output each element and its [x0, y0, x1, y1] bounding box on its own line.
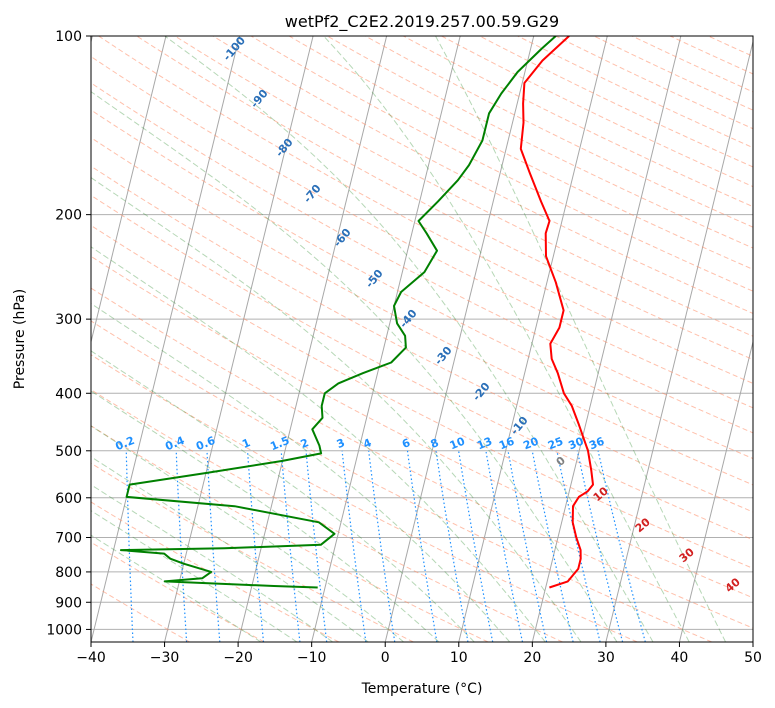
mixing-ratio-label: 8	[429, 436, 441, 451]
x-tick-label: 40	[671, 650, 689, 666]
dry-adiabat	[288, 36, 753, 270]
mixing-ratio-label: 25	[546, 435, 565, 453]
moist-adiabat	[91, 390, 440, 642]
dry-adiabat	[91, 501, 340, 642]
x-tick-label: 50	[744, 650, 762, 666]
x-tick-label: −30	[150, 650, 180, 666]
y-tick-label: 500	[55, 444, 82, 460]
y-axis: 100 200 300 400 500 600 700 800 900 1000	[46, 29, 91, 638]
dry-adiabat	[441, 36, 753, 188]
isotherm-line	[237, 36, 388, 642]
mixing-ratio-label: 30	[566, 435, 585, 453]
moist-adiabat	[323, 36, 690, 642]
x-tick-label: −20	[223, 650, 253, 666]
chart-title: wetPf2_C2E2.2019.257.00.59.G29	[285, 12, 559, 32]
mixing-ratio-line	[458, 450, 494, 642]
mixing-ratio-line	[246, 450, 265, 642]
dry-adiabats	[91, 36, 753, 642]
mixing-ratio-label: 16	[497, 435, 516, 453]
dry-adiabat	[91, 287, 753, 629]
y-tick-label: 700	[55, 531, 82, 547]
mixing-ratio-line	[556, 450, 601, 642]
y-tick-label: 300	[55, 312, 82, 328]
mixing-ratio-line	[597, 450, 646, 642]
temperature-profile	[519, 36, 594, 589]
y-tick-label: 800	[55, 565, 82, 581]
mixing-ratio-line	[576, 450, 624, 642]
isotherm-line	[164, 36, 314, 642]
mixing-ratio-line	[368, 450, 396, 642]
dry-adiabat	[91, 255, 753, 599]
isotherm-line	[752, 639, 753, 642]
moist-adiabat	[164, 36, 654, 642]
dry-adiabat	[91, 224, 753, 569]
mixing-ratio-line	[531, 450, 574, 642]
dry-adiabat	[250, 36, 753, 292]
dry-adiabat	[91, 109, 753, 460]
dry-adiabat	[91, 320, 712, 642]
mixing-ratio-line	[435, 450, 469, 642]
dry-adiabat	[91, 462, 414, 642]
moist-adiabat	[91, 177, 582, 642]
x-tick-label: 30	[597, 650, 615, 666]
dry-adiabat	[98, 36, 753, 384]
skewed-isotherm-gridlines	[91, 36, 753, 642]
isotherm-line	[678, 339, 753, 642]
plot-frame	[90, 35, 754, 643]
mixing-ratio-label: 2	[299, 436, 311, 451]
mixing-ratio-line	[406, 450, 438, 642]
mixing-ratio-line	[305, 450, 328, 642]
x-axis: −40 −30 −20 −10 0 10 20 30 40 50	[76, 642, 762, 666]
x-tick-label: −10	[297, 650, 327, 666]
mixing-ratio-label: 10	[448, 435, 467, 453]
moist-adiabat	[91, 302, 511, 642]
y-tick-label: 900	[55, 595, 82, 611]
y-tick-label: 100	[55, 29, 82, 45]
mixing-ratio-label: 36	[587, 435, 606, 453]
x-tick-label: 20	[523, 650, 541, 666]
dry-adiabat	[91, 82, 753, 434]
y-tick-label: 400	[55, 386, 82, 402]
mixing-ratio-label: 13	[475, 435, 494, 453]
mixing-ratio-label: 20	[521, 435, 540, 453]
mixing-ratio-label: 1	[240, 436, 252, 451]
mixing-ratio-lines	[125, 450, 646, 642]
moist-adiabat	[91, 350, 475, 642]
dry-adiabat	[136, 36, 753, 361]
y-axis-title: Pressure (hPa)	[12, 289, 28, 389]
isotherm-line	[531, 36, 682, 642]
y-tick-label: 200	[55, 208, 82, 224]
moist-adiabat	[91, 425, 404, 642]
isotherm-line	[384, 36, 535, 642]
sounding-profiles	[119, 36, 594, 589]
dry-adiabat	[91, 55, 753, 409]
isotherm-line	[91, 36, 241, 642]
plot-area: 0.1 0.2 0.4 0.6 1 1.5 2 3 4 6 8 10 13 16 20 25 30 36-100-…	[91, 36, 753, 642]
isotherm-line	[605, 39, 753, 642]
mixing-ratio-line	[507, 450, 548, 642]
moist-adiabat	[91, 510, 298, 642]
moist-adiabat	[91, 246, 546, 642]
moist-adiabat	[91, 91, 618, 642]
mixing-ratio-label: 3	[335, 436, 347, 451]
mixing-ratio-line	[341, 450, 367, 642]
x-tick-label: 10	[450, 650, 468, 666]
isobar-gridlines	[91, 36, 753, 630]
x-tick-label: −40	[76, 650, 106, 666]
isotherm-line	[91, 36, 167, 344]
y-tick-label: 600	[55, 491, 82, 507]
dry-adiabat	[479, 36, 753, 168]
isotherm-line	[458, 36, 608, 642]
dry-adiabat	[174, 36, 753, 337]
dry-adiabat	[91, 165, 753, 513]
x-axis-title: Temperature (°C)	[361, 681, 483, 697]
y-tick-label: 1000	[46, 622, 82, 638]
dewpoint-profile	[119, 36, 557, 589]
moist-adiabat	[91, 484, 333, 642]
mixing-ratio-line	[485, 450, 524, 642]
dry-adiabat	[326, 36, 753, 249]
x-tick-label: 0	[381, 650, 390, 666]
dry-adiabat	[403, 36, 753, 208]
